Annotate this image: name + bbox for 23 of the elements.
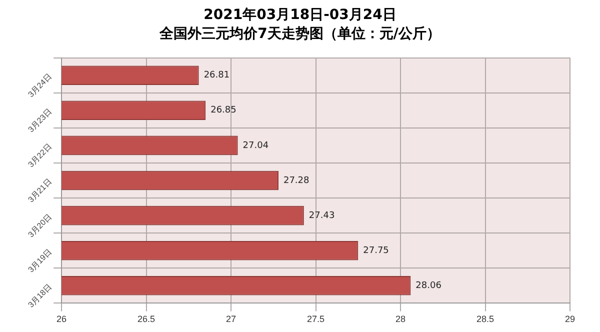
- y-tick-label: 3月18日: [26, 282, 54, 310]
- data-label: 27.28: [283, 176, 310, 186]
- x-tick-label: 27: [226, 314, 236, 324]
- y-tick-label: 3月23日: [26, 106, 54, 134]
- data-label: 27.04: [242, 140, 269, 151]
- y-tick-label: 3月24日: [26, 72, 54, 100]
- x-tick-label: 26.5: [138, 314, 156, 324]
- y-tick-label: 3月21日: [26, 177, 54, 204]
- data-label: 28.06: [416, 281, 442, 292]
- x-tick-label: 27.5: [307, 314, 325, 324]
- text: 全国外三元均价7天走势图（单位：元/公斤）: [160, 26, 440, 42]
- data-label: 27.43: [308, 210, 335, 221]
- text: 2021年03月18日-03月24日: [204, 7, 396, 23]
- x-tick-label: 29: [564, 314, 576, 324]
- data-label: 27.75: [363, 246, 389, 256]
- y-tick-label: 3月22日: [26, 142, 54, 170]
- x-tick-label: 26: [56, 314, 67, 324]
- y-tick-label: 3月19日: [26, 247, 54, 274]
- x-tick-label: 28.5: [476, 314, 494, 324]
- y-tick-label: 3月20日: [26, 212, 54, 240]
- data-label: 26.81: [204, 70, 230, 81]
- data-label: 26.85: [210, 106, 236, 116]
- x-tick-label: 28: [396, 314, 406, 324]
